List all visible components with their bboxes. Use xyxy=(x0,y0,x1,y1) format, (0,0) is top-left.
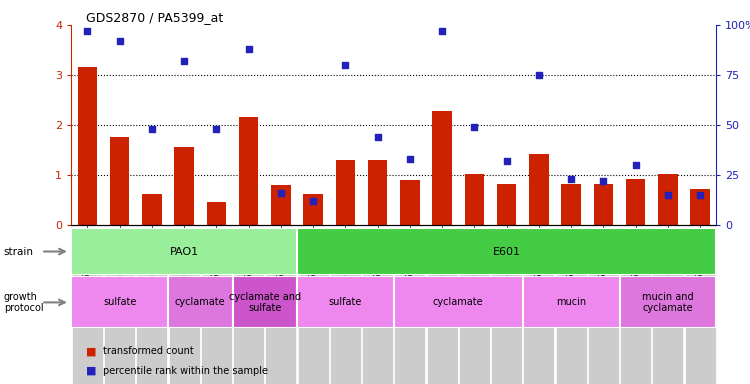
Point xyxy=(371,134,383,140)
Point xyxy=(404,156,416,162)
FancyBboxPatch shape xyxy=(685,235,716,384)
Point xyxy=(308,198,320,204)
Bar xyxy=(78,68,97,225)
FancyBboxPatch shape xyxy=(201,235,232,384)
Point xyxy=(532,72,544,78)
FancyBboxPatch shape xyxy=(491,235,522,384)
Point xyxy=(178,58,190,64)
Bar xyxy=(142,194,161,225)
Point xyxy=(629,162,641,168)
FancyBboxPatch shape xyxy=(524,235,554,384)
Text: transformed count: transformed count xyxy=(103,346,194,356)
FancyBboxPatch shape xyxy=(427,235,458,384)
Point xyxy=(597,178,609,184)
Bar xyxy=(71,228,297,275)
Text: strain: strain xyxy=(4,247,34,257)
FancyBboxPatch shape xyxy=(233,235,264,384)
Text: cyclamate: cyclamate xyxy=(433,297,484,308)
FancyBboxPatch shape xyxy=(266,235,296,384)
Bar xyxy=(297,228,716,275)
Bar xyxy=(433,111,451,225)
Bar xyxy=(620,276,716,328)
Text: mucin: mucin xyxy=(556,297,586,308)
FancyBboxPatch shape xyxy=(556,235,586,384)
Bar xyxy=(239,118,258,225)
Point xyxy=(501,158,513,164)
FancyBboxPatch shape xyxy=(104,235,135,384)
Text: sulfate: sulfate xyxy=(328,297,362,308)
Text: E601: E601 xyxy=(493,247,520,257)
Text: ■: ■ xyxy=(86,346,97,356)
Text: GDS2870 / PA5399_at: GDS2870 / PA5399_at xyxy=(86,12,224,25)
Point xyxy=(436,28,448,34)
FancyBboxPatch shape xyxy=(588,235,619,384)
Text: cyclamate: cyclamate xyxy=(175,297,226,308)
Bar xyxy=(304,194,322,225)
Bar xyxy=(175,147,194,225)
Text: ■: ■ xyxy=(86,366,97,376)
Text: percentile rank within the sample: percentile rank within the sample xyxy=(103,366,268,376)
Bar xyxy=(110,137,129,225)
Bar xyxy=(626,179,645,225)
Bar xyxy=(336,160,355,225)
FancyBboxPatch shape xyxy=(394,235,425,384)
Bar xyxy=(523,276,620,328)
Bar xyxy=(691,189,709,225)
Text: mucin and
cyclamate: mucin and cyclamate xyxy=(642,291,694,313)
Point xyxy=(114,38,126,44)
Text: PAO1: PAO1 xyxy=(170,247,199,257)
FancyBboxPatch shape xyxy=(169,235,200,384)
Bar xyxy=(71,276,168,328)
Point xyxy=(694,192,706,198)
Point xyxy=(210,126,222,132)
FancyBboxPatch shape xyxy=(136,235,167,384)
FancyBboxPatch shape xyxy=(330,235,361,384)
Bar xyxy=(368,160,387,225)
FancyBboxPatch shape xyxy=(72,235,103,384)
Point xyxy=(274,190,286,196)
Bar xyxy=(658,174,677,225)
Bar xyxy=(394,276,523,328)
Bar xyxy=(562,184,580,225)
FancyBboxPatch shape xyxy=(298,235,328,384)
Point xyxy=(468,124,480,130)
Point xyxy=(662,192,674,198)
FancyBboxPatch shape xyxy=(652,235,683,384)
FancyBboxPatch shape xyxy=(620,235,651,384)
Point xyxy=(339,62,351,68)
Bar xyxy=(232,276,297,328)
Bar xyxy=(207,202,226,225)
FancyBboxPatch shape xyxy=(459,235,490,384)
Bar xyxy=(530,154,548,225)
Bar xyxy=(465,174,484,225)
Bar xyxy=(497,184,516,225)
Point xyxy=(146,126,158,132)
Text: sulfate: sulfate xyxy=(103,297,136,308)
Bar xyxy=(400,180,419,225)
Bar xyxy=(297,276,394,328)
Text: cyclamate and
sulfate: cyclamate and sulfate xyxy=(229,291,301,313)
Text: growth
protocol: growth protocol xyxy=(4,291,44,313)
Point xyxy=(566,175,578,182)
Bar xyxy=(272,185,290,225)
Point xyxy=(81,28,93,34)
Point xyxy=(242,46,254,52)
Bar xyxy=(168,276,232,328)
Bar xyxy=(594,184,613,225)
FancyBboxPatch shape xyxy=(362,235,393,384)
